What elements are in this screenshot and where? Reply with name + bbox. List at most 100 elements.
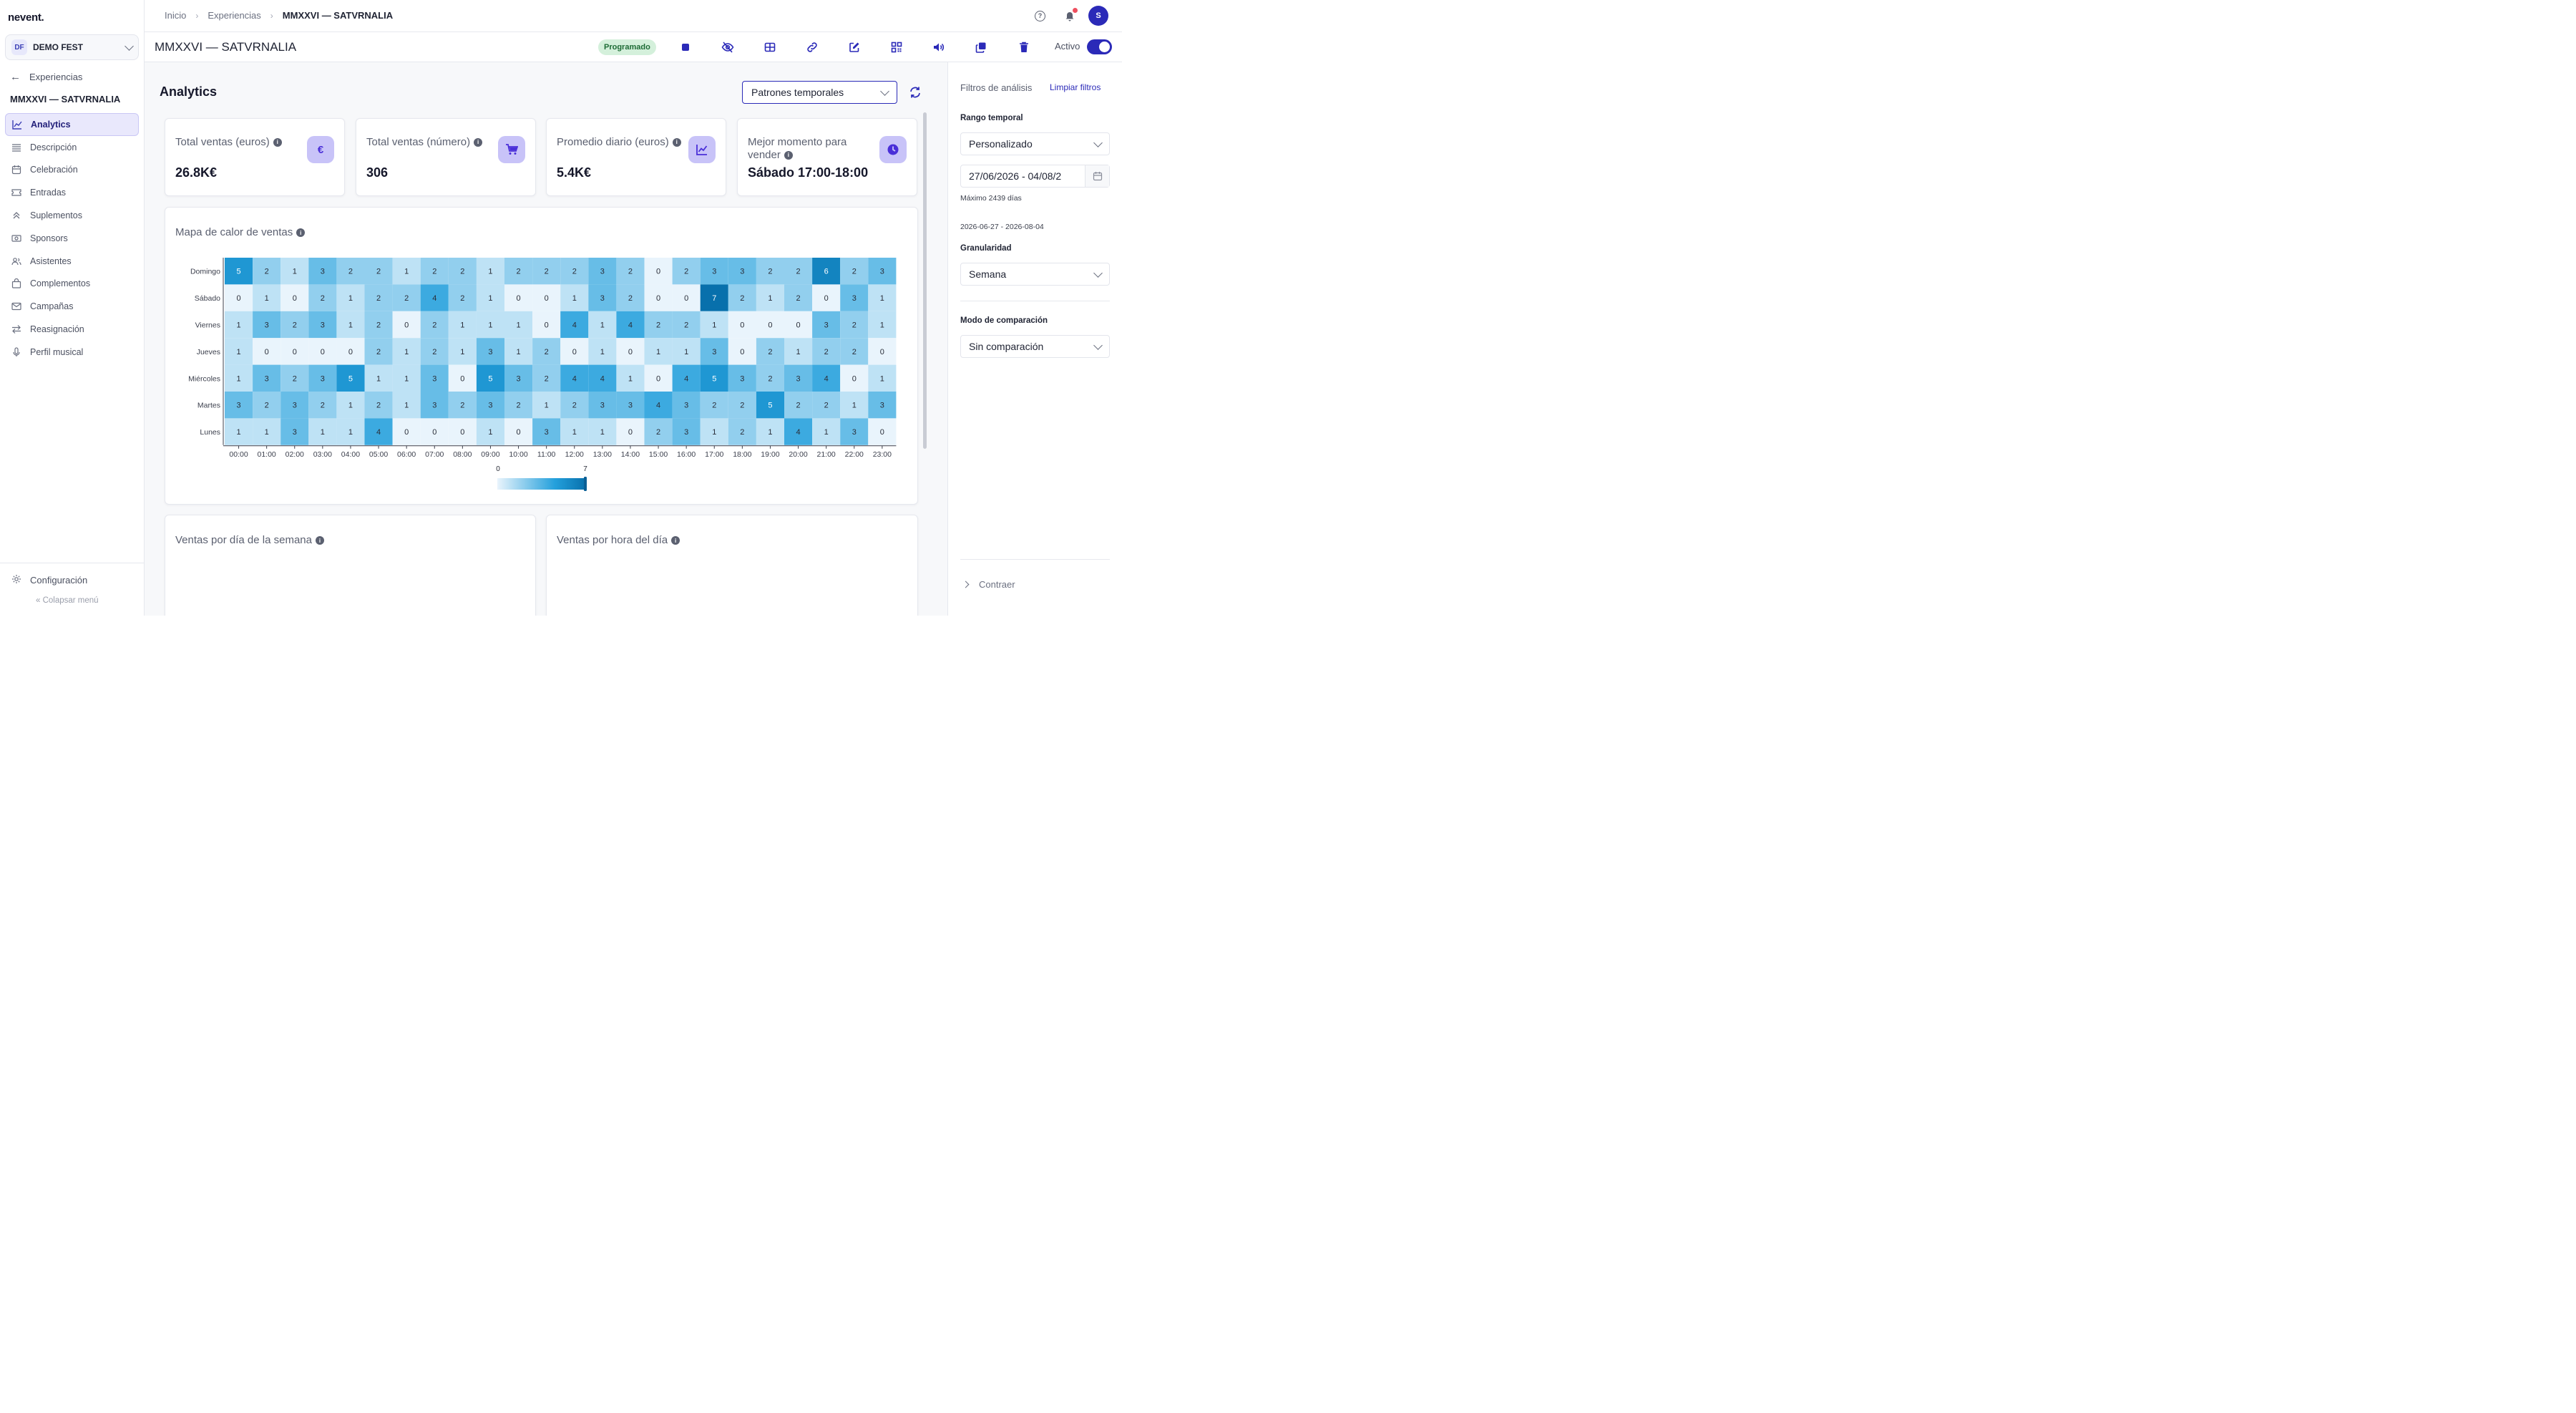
- heatmap-cell: [392, 311, 421, 339]
- heatmap-cell: [253, 364, 281, 392]
- info-icon[interactable]: i: [671, 536, 680, 545]
- heatmap-cell: [560, 338, 589, 365]
- sidebar-item-campanas[interactable]: Campañas: [5, 295, 139, 318]
- main-scrollbar[interactable]: [923, 112, 927, 449]
- sidebar-item-label: Analytics: [31, 119, 71, 130]
- heatmap-cell-value: 1: [404, 374, 409, 383]
- qr-code-icon[interactable]: [890, 41, 903, 54]
- heatmap-cell-value: 1: [880, 374, 884, 383]
- heatmap-cell-value: 3: [488, 348, 492, 356]
- heatmap-cell-value: 1: [600, 348, 605, 356]
- info-icon[interactable]: i: [296, 228, 306, 238]
- sidebar-item-suplementos[interactable]: Suplementos: [5, 204, 139, 227]
- heatmap-legend-min: 0: [496, 465, 500, 473]
- calendar-icon[interactable]: [1085, 165, 1109, 187]
- sidebar-item-perfil-musical[interactable]: Perfil musical: [5, 341, 139, 364]
- back-to-experiences-link[interactable]: ← Experiencias: [10, 71, 82, 83]
- info-icon[interactable]: i: [315, 536, 324, 545]
- heatmap-cell-value: 2: [265, 268, 269, 276]
- info-icon[interactable]: i: [784, 151, 793, 160]
- granularity-select-value: Semana: [969, 268, 1007, 280]
- heatmap-cell-value: 2: [768, 268, 772, 276]
- breadcrumb-home[interactable]: Inicio: [165, 10, 187, 21]
- heatmap-cell-value: 0: [656, 294, 660, 303]
- sidebar-item-analytics[interactable]: Analytics: [5, 113, 139, 136]
- heatmap-cell-value: 0: [460, 428, 464, 437]
- org-selector[interactable]: DF DEMO FEST: [5, 34, 139, 60]
- heatmap-hour-label: 06:00: [397, 450, 416, 459]
- collapse-menu-button[interactable]: « Colapsar menú: [36, 596, 99, 605]
- heatmap-cell-value: 1: [712, 428, 716, 437]
- heatmap-cell: [868, 258, 897, 285]
- heatmap-cell-value: 2: [516, 268, 520, 276]
- heatmap-title: Mapa de calor de ventas i: [175, 226, 306, 238]
- heatmap-cell: [308, 392, 337, 419]
- config-link[interactable]: Configuración: [11, 574, 87, 586]
- heatmap-cell: [476, 284, 504, 311]
- kpi-label: Total ventas (número) i: [366, 136, 499, 149]
- sidebar-item-sponsors[interactable]: Sponsors: [5, 227, 139, 250]
- app-logo[interactable]: nevent.: [8, 11, 44, 24]
- heatmap-cell: [448, 284, 477, 311]
- sidebar-item-reasignacion[interactable]: Reasignación: [5, 318, 139, 341]
- sidebar-item-celebracion[interactable]: Celebración: [5, 159, 139, 182]
- sidebar-item-complementos[interactable]: Complementos: [5, 273, 139, 296]
- sidebar-item-descripcion[interactable]: Descripción: [5, 136, 139, 159]
- collapse-filters-button[interactable]: Contraer: [962, 579, 1015, 590]
- breadcrumb: Inicio › Experiencias › MMXXVI — SATVRNA…: [165, 10, 393, 21]
- chevron-down-icon: [1093, 137, 1103, 147]
- heatmap-day-label: Martes: [197, 402, 220, 410]
- breadcrumb-section[interactable]: Experiencias: [208, 10, 261, 21]
- heatmap-cell-value: 1: [460, 348, 464, 356]
- heatmap-cell: [616, 364, 645, 392]
- sidebar-item-label: Suplementos: [30, 210, 82, 221]
- grid-icon[interactable]: [763, 41, 776, 54]
- trash-icon[interactable]: [1018, 41, 1030, 54]
- clear-filters-button[interactable]: Limpiar filtros: [1050, 82, 1101, 92]
- stop-icon[interactable]: [679, 41, 692, 54]
- sidebar-item-asistentes[interactable]: Asistentes: [5, 250, 139, 273]
- heatmap-cell-value: 6: [824, 268, 829, 276]
- heatmap-cell: [392, 392, 421, 419]
- user-avatar[interactable]: S: [1088, 6, 1108, 26]
- range-select[interactable]: Personalizado: [960, 132, 1110, 155]
- granularity-select[interactable]: Semana: [960, 263, 1110, 286]
- bell-icon[interactable]: [1064, 8, 1078, 21]
- heatmap-cell: [448, 311, 477, 339]
- heatmap-cell: [672, 258, 701, 285]
- heatmap-cell: [336, 284, 365, 311]
- copy-icon[interactable]: [975, 41, 987, 54]
- heatmap-cell: [336, 364, 365, 392]
- bag-icon: [11, 278, 21, 289]
- info-icon[interactable]: i: [672, 138, 681, 147]
- heatmap-cell: [588, 258, 617, 285]
- heatmap-cell-value: 2: [293, 374, 297, 383]
- volume-icon[interactable]: [932, 41, 945, 54]
- info-icon[interactable]: i: [474, 138, 483, 147]
- refresh-icon[interactable]: [909, 86, 922, 99]
- info-icon[interactable]: i: [273, 138, 282, 147]
- heatmap-cell: [336, 392, 365, 419]
- heatmap-cell-value: 1: [348, 428, 353, 437]
- heatmap-cell-value: 3: [236, 402, 240, 410]
- heatmap-cell-value: 3: [684, 428, 688, 437]
- heatmap-cell: [420, 258, 449, 285]
- experience-toolbar: MMXXVI — SATVRNALIA Programado Activo: [145, 32, 1122, 62]
- view-select[interactable]: Patrones temporales: [742, 81, 897, 104]
- compare-select[interactable]: Sin comparación: [960, 335, 1110, 358]
- heatmap-cell: [728, 258, 756, 285]
- heatmap-cell: [280, 418, 309, 445]
- heatmap-cell: [868, 311, 897, 339]
- sidebar-item-entradas[interactable]: Entradas: [5, 181, 139, 204]
- eye-off-icon[interactable]: [721, 41, 734, 54]
- link-icon[interactable]: [806, 41, 819, 54]
- heatmap-cell-value: 4: [656, 402, 660, 410]
- active-toggle[interactable]: [1087, 39, 1112, 54]
- granularity-label: Granularidad: [960, 244, 1012, 253]
- help-icon[interactable]: ?: [1035, 10, 1045, 21]
- heatmap-cell: [476, 311, 504, 339]
- date-range-input[interactable]: 27/06/2026 - 04/08/2: [960, 165, 1110, 188]
- edit-icon[interactable]: [848, 41, 861, 54]
- heatmap-cell-value: 2: [376, 268, 381, 276]
- heatmap-cell-value: 0: [824, 294, 829, 303]
